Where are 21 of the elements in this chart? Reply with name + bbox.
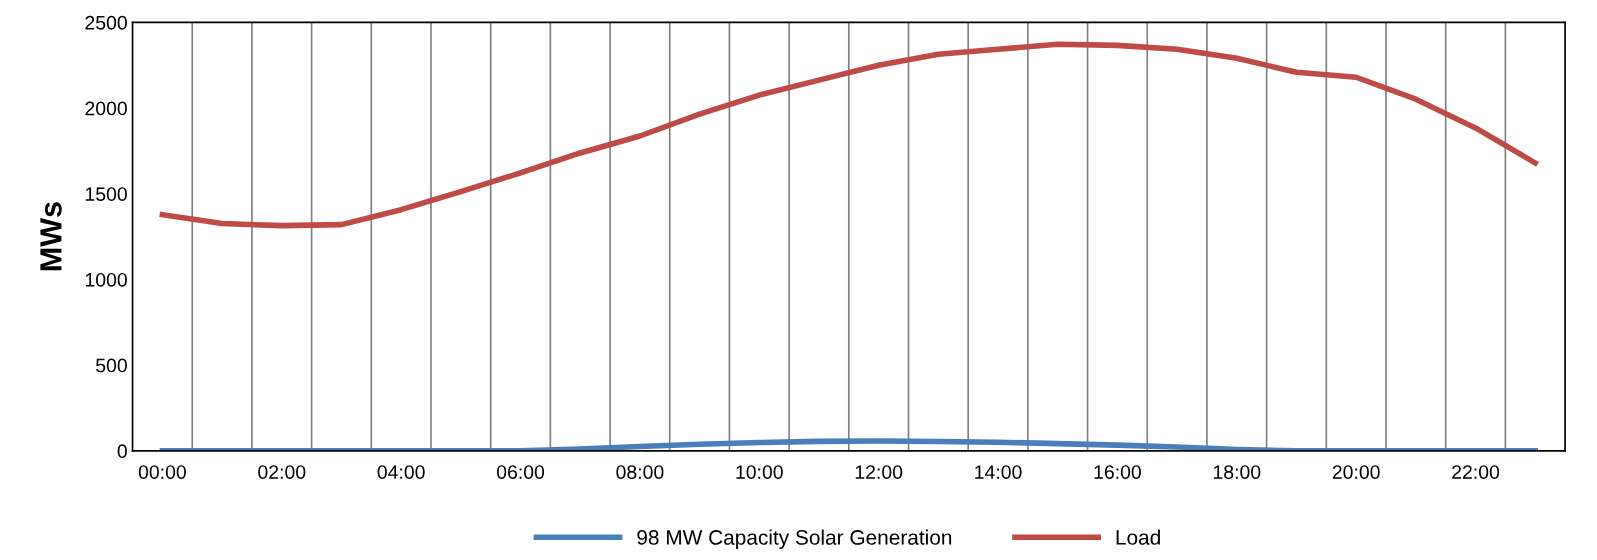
x-tick-label: 00:00 <box>138 465 186 479</box>
x-tick-label: 10:00 <box>736 465 783 479</box>
x-tick-label: 22:00 <box>1452 465 1500 479</box>
x-tick-label: 08:00 <box>616 465 664 479</box>
y-tick-label: 0 <box>117 444 127 459</box>
x-tick-label: 18:00 <box>1213 465 1261 479</box>
y-tick-label: 1500 <box>85 187 127 201</box>
x-tick-label: 16:00 <box>1094 465 1141 479</box>
x-tick-label: 14:00 <box>975 465 1022 479</box>
y-axis-title: MWs <box>40 202 62 271</box>
x-tick-label: 12:00 <box>855 465 903 479</box>
x-tick-label: 04:00 <box>377 465 425 479</box>
y-tick-label: 1000 <box>85 272 127 287</box>
legend-label: 98 MW Capacity Solar Generation <box>637 529 952 549</box>
x-tick-label: 06:00 <box>496 465 545 479</box>
legend-label: Load <box>1116 529 1160 545</box>
y-tick-label: 2000 <box>85 101 127 116</box>
x-tick-label: 20:00 <box>1332 465 1380 479</box>
y-tick-label: 500 <box>96 358 127 373</box>
x-tick-label: 02:00 <box>258 465 306 479</box>
y-tick-label: 2500 <box>85 15 127 30</box>
